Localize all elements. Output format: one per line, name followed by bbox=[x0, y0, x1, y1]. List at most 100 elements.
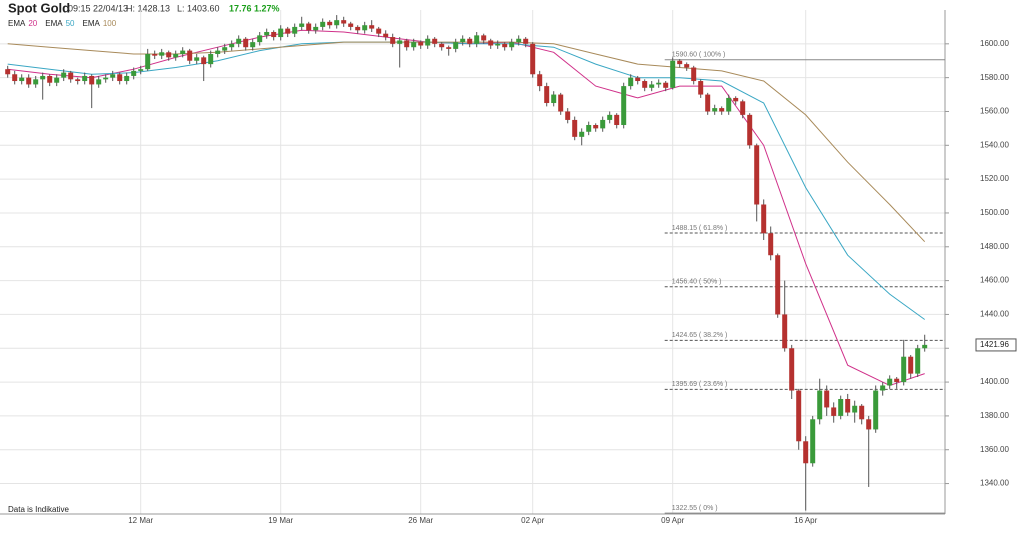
candle-body bbox=[481, 35, 487, 41]
candle-body bbox=[250, 42, 256, 48]
candle-body bbox=[824, 390, 830, 408]
candle-body bbox=[47, 75, 53, 83]
candle-body bbox=[579, 131, 585, 137]
candle-body bbox=[61, 72, 67, 78]
candle-body bbox=[306, 23, 312, 31]
legend-name: EMA bbox=[45, 19, 63, 28]
candle-body bbox=[432, 38, 438, 44]
candle-body bbox=[299, 23, 305, 27]
y-tick-label: 1440.00 bbox=[980, 310, 1009, 319]
candle-body bbox=[292, 26, 298, 34]
candle-body bbox=[656, 82, 662, 85]
candle-body bbox=[460, 38, 466, 43]
candle-body bbox=[488, 40, 494, 46]
candle-body bbox=[12, 74, 18, 82]
candle-body bbox=[40, 75, 46, 80]
candle-body bbox=[894, 378, 900, 383]
legend-name: EMA bbox=[83, 19, 101, 28]
candle-body bbox=[404, 40, 410, 48]
footnote: Data is Indikative bbox=[8, 505, 69, 514]
high-stat: H: 1428.13 bbox=[126, 3, 170, 13]
candle-body bbox=[439, 43, 445, 48]
y-tick-label: 1500.00 bbox=[980, 208, 1009, 217]
candle-body bbox=[446, 47, 452, 49]
candle-body bbox=[663, 82, 669, 88]
candle-body bbox=[425, 38, 431, 46]
candle-body bbox=[803, 441, 809, 464]
x-tick-label: 12 Mar bbox=[128, 516, 153, 525]
ema-line bbox=[7, 41, 925, 320]
candle-body bbox=[747, 114, 753, 146]
candle-body bbox=[75, 79, 81, 82]
candle-body bbox=[397, 40, 403, 44]
candle-body bbox=[502, 43, 508, 48]
candle-body bbox=[236, 38, 242, 44]
candle-body bbox=[719, 108, 725, 112]
candle-body bbox=[264, 31, 270, 36]
candle-body bbox=[320, 21, 326, 27]
candle-body bbox=[159, 52, 165, 56]
legend-period: 100 bbox=[103, 19, 117, 28]
candle-body bbox=[82, 75, 88, 82]
candle-body bbox=[852, 405, 858, 413]
fib-label: 1395.69 ( 23.6% ) bbox=[672, 381, 728, 388]
candle-body bbox=[740, 101, 746, 115]
candle-body bbox=[635, 77, 641, 82]
candle-body bbox=[194, 57, 200, 61]
candle-body bbox=[516, 38, 522, 43]
candle-body bbox=[768, 233, 774, 256]
y-tick-label: 1480.00 bbox=[980, 242, 1009, 251]
candle-body bbox=[145, 53, 151, 70]
candle-body bbox=[341, 20, 347, 24]
candle-body bbox=[705, 94, 711, 112]
candle-body bbox=[642, 81, 648, 88]
candle-body bbox=[166, 52, 172, 58]
candle-body bbox=[383, 33, 389, 38]
candle-body bbox=[810, 419, 816, 464]
candle-body bbox=[215, 50, 221, 54]
candle-body bbox=[922, 344, 928, 349]
candle-body bbox=[915, 348, 921, 374]
candle-body bbox=[54, 77, 60, 83]
candle-body bbox=[467, 38, 473, 44]
fib-label: 1488.15 ( 61.8% ) bbox=[672, 225, 728, 232]
candle-body bbox=[103, 77, 109, 80]
candle-body bbox=[187, 50, 193, 61]
candle-body bbox=[208, 53, 214, 65]
candle-body bbox=[684, 64, 690, 68]
candle-body bbox=[593, 125, 599, 129]
candle-body bbox=[19, 77, 25, 82]
candle-body bbox=[887, 378, 893, 386]
y-tick-label: 1380.00 bbox=[980, 411, 1009, 420]
change: 17.76 bbox=[229, 3, 252, 13]
fib-label: 1322.55 ( 0% ) bbox=[672, 505, 718, 512]
candle-body bbox=[313, 26, 319, 31]
candle-body bbox=[278, 28, 284, 38]
fib-label: 1424.65 ( 38.2% ) bbox=[672, 332, 728, 339]
candle-body bbox=[698, 81, 704, 95]
x-tick-label: 26 Mar bbox=[408, 516, 433, 525]
candle-body bbox=[866, 419, 872, 430]
candle-body bbox=[628, 77, 634, 87]
candle-body bbox=[327, 21, 333, 26]
legend-period: 20 bbox=[28, 19, 37, 28]
candle-body bbox=[789, 348, 795, 391]
candle-body bbox=[761, 204, 767, 234]
candle-body bbox=[257, 35, 263, 43]
candle-body bbox=[607, 114, 613, 120]
candle-body bbox=[649, 84, 655, 88]
candle-body bbox=[558, 94, 564, 112]
candle-body bbox=[537, 74, 543, 87]
candle-body bbox=[586, 125, 592, 132]
candle-body bbox=[754, 145, 760, 205]
candle-body bbox=[908, 356, 914, 374]
candle-body bbox=[418, 42, 424, 46]
candle-body bbox=[474, 35, 480, 44]
candle-body bbox=[691, 67, 697, 82]
candle-body bbox=[873, 390, 879, 430]
change-pct: 1.27% bbox=[254, 3, 280, 13]
candle-body bbox=[544, 86, 550, 104]
candle-body bbox=[152, 53, 158, 56]
